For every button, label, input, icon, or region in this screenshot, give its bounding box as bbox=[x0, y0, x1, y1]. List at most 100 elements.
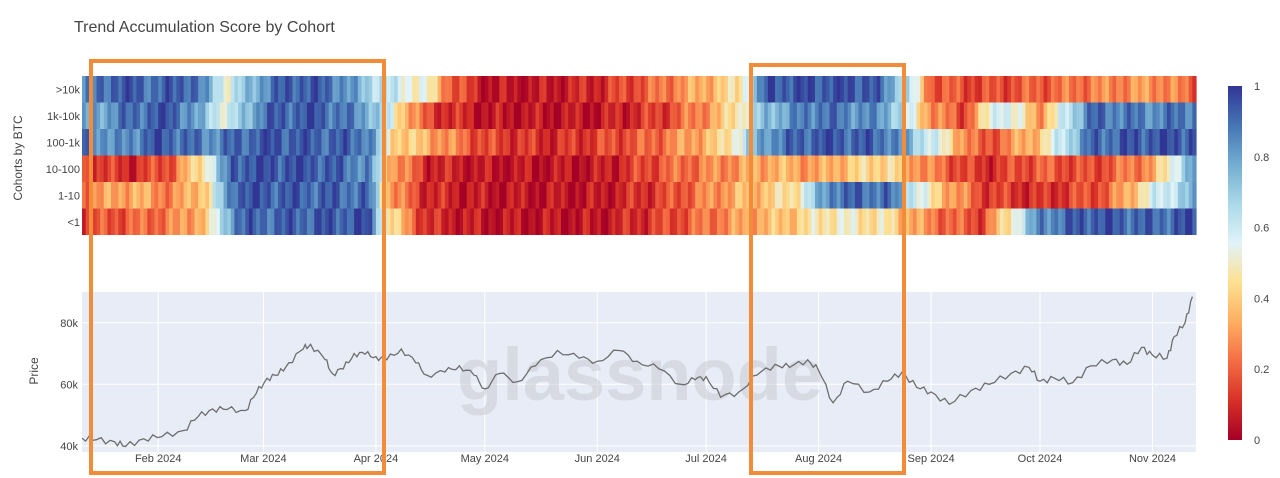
heatmap-cell bbox=[1003, 76, 1008, 103]
heatmap-cell bbox=[238, 76, 243, 103]
heatmap-cell bbox=[992, 102, 998, 129]
heatmap-cell bbox=[891, 155, 896, 182]
heatmap-cell bbox=[306, 102, 312, 129]
heatmap-cell bbox=[539, 155, 544, 182]
heatmap-cell bbox=[328, 129, 333, 156]
heatmap-cell bbox=[285, 76, 290, 103]
heatmap-cell bbox=[292, 76, 297, 103]
heatmap-cell bbox=[205, 102, 210, 129]
heatmap-cell bbox=[989, 155, 994, 182]
heatmap-cell bbox=[568, 182, 573, 209]
heatmap-cell bbox=[680, 102, 685, 129]
heatmap-cell bbox=[891, 208, 896, 235]
heatmap-cell bbox=[1025, 76, 1030, 103]
heatmap-cell bbox=[960, 155, 965, 182]
heatmap-cell bbox=[379, 208, 384, 235]
heatmap-cell bbox=[481, 102, 486, 129]
heatmap-cell bbox=[459, 102, 464, 129]
heatmap-cell bbox=[923, 155, 929, 182]
heatmap-cell bbox=[658, 76, 664, 103]
heatmap-cell bbox=[303, 102, 308, 129]
heatmap-cell bbox=[916, 208, 921, 235]
heatmap-cell bbox=[912, 76, 918, 103]
heatmap-cell bbox=[1000, 155, 1005, 182]
heatmap-cell bbox=[241, 129, 246, 156]
heatmap-cell bbox=[687, 155, 693, 182]
heatmap-cell bbox=[404, 208, 410, 235]
heatmap-cell bbox=[365, 102, 370, 129]
heatmap-cell bbox=[241, 182, 246, 209]
heatmap-cell bbox=[1047, 155, 1052, 182]
heatmap-cell bbox=[209, 155, 214, 182]
colorbar-tick-label: 0.4 bbox=[1254, 293, 1269, 305]
heatmap-cell bbox=[905, 129, 910, 156]
heatmap-cell bbox=[673, 76, 678, 103]
heatmap-cell bbox=[673, 208, 678, 235]
heatmap-cell bbox=[753, 102, 758, 129]
heatmap-cell bbox=[339, 155, 344, 182]
heatmap-cell bbox=[299, 182, 304, 209]
heatmap-cell bbox=[989, 102, 994, 129]
heatmap-cell bbox=[626, 182, 631, 209]
heatmap-cell bbox=[608, 102, 613, 129]
heatmap-cell bbox=[1163, 155, 1168, 182]
heatmap-cell bbox=[1156, 155, 1161, 182]
heatmap-cell bbox=[604, 182, 609, 209]
heatmap-cell bbox=[1101, 102, 1106, 129]
heatmap-cell bbox=[637, 76, 642, 103]
heatmap-cell bbox=[582, 208, 587, 235]
heatmap-cell bbox=[894, 102, 900, 129]
heatmap-cell bbox=[880, 129, 885, 156]
heatmap-cell bbox=[1003, 182, 1008, 209]
heatmap-cell bbox=[912, 155, 918, 182]
heatmap-cell bbox=[1039, 155, 1045, 182]
heatmap-cell bbox=[1134, 129, 1139, 156]
heatmap-cell bbox=[586, 102, 591, 129]
heatmap-cell bbox=[412, 155, 417, 182]
heatmap-cell bbox=[111, 129, 116, 156]
heatmap-cell bbox=[82, 208, 87, 235]
heatmap-cell bbox=[923, 129, 929, 156]
heatmap-cell bbox=[717, 129, 722, 156]
heatmap-cell bbox=[161, 155, 167, 182]
heatmap-cell bbox=[854, 102, 860, 129]
heatmap-cell bbox=[709, 129, 714, 156]
heatmap-cell bbox=[971, 129, 976, 156]
heatmap-cell bbox=[386, 76, 392, 103]
heatmap-cell bbox=[397, 102, 402, 129]
heatmap-cell bbox=[263, 155, 268, 182]
heatmap-cell bbox=[96, 102, 101, 129]
heatmap-cell bbox=[579, 129, 584, 156]
heatmap-cell bbox=[862, 182, 867, 209]
heatmap-cell bbox=[695, 208, 700, 235]
price-x-ticks: Feb 2024 Mar 2024 Apr 2024 May 2024 Jun 2024… bbox=[135, 453, 1176, 465]
heatmap-cell bbox=[746, 208, 751, 235]
heatmap-cell bbox=[481, 76, 486, 103]
heatmap-cell bbox=[248, 155, 254, 182]
heatmap-cell bbox=[267, 129, 272, 156]
heatmap-cell bbox=[121, 76, 127, 103]
heatmap-cell bbox=[1181, 155, 1186, 182]
heatmap-cell bbox=[789, 208, 794, 235]
heatmap-cell bbox=[963, 208, 968, 235]
heatmap-cell bbox=[118, 102, 123, 129]
heatmap-cell bbox=[1130, 155, 1135, 182]
heatmap-cell bbox=[644, 102, 649, 129]
heatmap-cell bbox=[1021, 155, 1027, 182]
heatmap-cell bbox=[332, 182, 337, 209]
heatmap-cell bbox=[833, 76, 838, 103]
heatmap-cell bbox=[804, 76, 809, 103]
heatmap-cell bbox=[833, 102, 838, 129]
heatmap-cell bbox=[426, 208, 431, 235]
heatmap-cell bbox=[912, 182, 918, 209]
heatmap-cell bbox=[644, 129, 649, 156]
colorbar-ticks: 00.20.40.60.81 bbox=[1254, 81, 1269, 447]
heatmap-cell bbox=[706, 182, 711, 209]
heatmap-cell bbox=[1163, 129, 1168, 156]
heatmap-cell bbox=[996, 76, 1001, 103]
heatmap-cell bbox=[829, 182, 834, 209]
heatmap-cell bbox=[1076, 208, 1081, 235]
heatmap-cell bbox=[1145, 155, 1150, 182]
heatmap-cell bbox=[677, 76, 682, 103]
heatmap-cell bbox=[394, 102, 399, 129]
